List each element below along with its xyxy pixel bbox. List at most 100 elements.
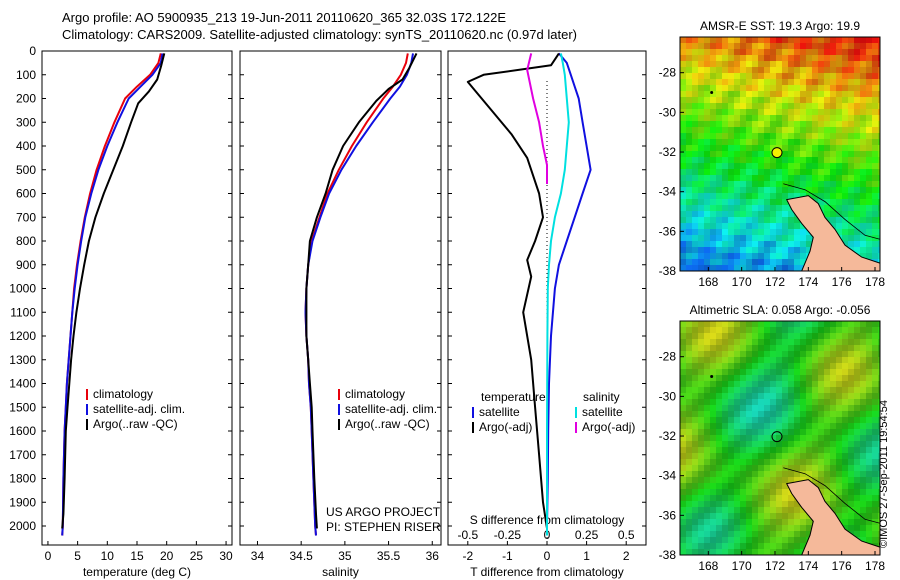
project-label: US ARGO PROJECT — [326, 505, 441, 519]
x-tick-label: 178 — [865, 559, 885, 573]
y-tick-label: 1100 — [10, 305, 36, 319]
panel-salinity: 34 34.5 35 35.5 36 salinity climatologysatelli… — [239, 50, 442, 579]
argo-position-marker — [771, 147, 783, 159]
map-marker — [710, 375, 714, 379]
x-tick-label: 34.5 — [289, 549, 313, 563]
series-line — [546, 53, 570, 536]
x-tick-label: 5 — [74, 549, 81, 563]
title-line-2: Climatology: CARS2009. Satellite-adjuste… — [62, 27, 577, 42]
legend-label: satellite — [479, 405, 520, 419]
x-axis-label: T difference from climatology — [470, 565, 624, 579]
y-tick-label: -34 — [659, 185, 677, 199]
panel-frame — [41, 50, 233, 546]
legend-label: climatology — [93, 387, 153, 401]
x-tick-label: 170 — [732, 559, 752, 573]
x-tick-label: 36 — [426, 549, 440, 563]
legend-label: satellite — [582, 405, 623, 419]
s-tick-label: 0.5 — [618, 528, 635, 542]
x-tick-label: 174 — [798, 559, 818, 573]
y-tick-label: 1300 — [9, 353, 36, 367]
series-line — [61, 53, 166, 529]
argo-position-marker — [771, 431, 783, 443]
y-tick-label: -30 — [659, 105, 677, 119]
x-tick-label: 20 — [160, 549, 174, 563]
contour-line — [783, 467, 880, 524]
legend-label: satellite-adj. clim. — [345, 402, 437, 416]
y-tick-label: 1600 — [9, 424, 36, 438]
series-line — [305, 52, 418, 529]
x-axis-label: temperature (deg C) — [83, 565, 191, 579]
x-tick-label: -2 — [462, 549, 473, 563]
legend-label: Argo(-adj) — [479, 420, 532, 434]
panel-map-sst: 168 170 172 174 176 178 -28 -30 -32 -34 -36 -38 AMSR… — [659, 19, 886, 289]
x-tick-label: 1 — [583, 549, 590, 563]
y-tick-label: 300 — [16, 115, 36, 129]
y-tick-label: -28 — [659, 350, 677, 364]
x-tick-label: 174 — [798, 275, 818, 289]
series-line — [304, 53, 414, 536]
x-tick-label: 30 — [219, 549, 233, 563]
series-line — [466, 52, 560, 529]
y-tick-label: -38 — [659, 264, 677, 278]
legend-header: temperature — [481, 390, 546, 404]
s-tick-label: -0.25 — [494, 528, 522, 542]
y-tick-label: 200 — [16, 92, 36, 106]
s-tick-label: 0.25 — [575, 528, 599, 542]
y-tick-label: 900 — [16, 258, 36, 272]
x-tick-label: 35.5 — [377, 549, 401, 563]
map-marker — [710, 91, 714, 95]
x-tick-label: 10 — [101, 549, 115, 563]
copyright-stamp: ©IMOS 27-Sep-2011 19:54:54 — [878, 400, 890, 548]
y-tick-label: -36 — [659, 508, 677, 522]
x-tick-label: 168 — [698, 275, 718, 289]
legend-label: climatology — [345, 387, 405, 401]
x-tick-label: -1 — [502, 549, 513, 563]
y-tick-label: -34 — [659, 469, 677, 483]
title-line-1: Argo profile: AO 5900935_213 19-Jun-2011… — [62, 10, 507, 25]
y-tick-label: -30 — [659, 389, 677, 403]
x-tick-label: 35 — [338, 549, 352, 563]
x-axis-label: salinity — [322, 565, 359, 579]
map-frame — [679, 320, 881, 556]
legend-label: Argo(-adj) — [582, 420, 635, 434]
map-title: Altimetric SLA: 0.058 Argo: -0.056 — [690, 303, 871, 317]
x-tick-label: 25 — [190, 549, 204, 563]
x-tick-label: 172 — [765, 275, 785, 289]
maps-layer: 168 170 172 174 176 178 -28 -30 -32 -34 -36 -38 AMSR… — [659, 19, 886, 573]
panel-temperature: 0100200300400500600700800900100011001200… — [9, 44, 233, 579]
legend-header: salinity — [583, 390, 620, 404]
x-tick-label: 2 — [623, 549, 630, 563]
contour-line — [783, 183, 880, 240]
y-tick-label: 1400 — [9, 377, 36, 391]
x-tick-label: 0 — [544, 549, 551, 563]
y-tick-label: 700 — [16, 210, 36, 224]
series-line — [526, 53, 548, 184]
x-tick-label: 176 — [832, 559, 852, 573]
panel-difference: -2 -1 0 1 2-0.5 -0.25 0 0.25 0.5S difference fro… — [447, 50, 647, 579]
y-tick-label: -28 — [659, 66, 677, 80]
x-tick-label: 178 — [865, 275, 885, 289]
profiles-layer: 0100200300400500600700800900100011001200… — [9, 44, 647, 579]
map-title: AMSR-E SST: 19.3 Argo: 19.9 — [700, 19, 860, 33]
y-tick-label: 0 — [29, 44, 36, 58]
series-line — [61, 53, 162, 536]
y-tick-label: 1200 — [9, 329, 36, 343]
land-mass — [785, 479, 880, 555]
x-tick-label: 172 — [765, 559, 785, 573]
x-tick-label: 15 — [130, 549, 144, 563]
y-tick-label: -38 — [659, 548, 677, 562]
heatmap-cells — [680, 37, 880, 271]
y-tick-label: 100 — [16, 68, 36, 82]
y-tick-label: 400 — [16, 139, 36, 153]
legend-label: Argo(..raw -QC) — [345, 417, 430, 431]
y-tick-label: 500 — [16, 163, 36, 177]
y-tick-label: 1000 — [9, 282, 36, 296]
pi-label: PI: STEPHEN RISER — [326, 520, 441, 534]
x-tick-label: 0 — [45, 549, 52, 563]
series-line — [61, 53, 164, 536]
map-frame — [679, 36, 881, 272]
y-tick-label: 2000 — [9, 519, 36, 533]
s-tick-label: -0.5 — [457, 528, 478, 542]
heatmap-cells — [680, 321, 880, 555]
